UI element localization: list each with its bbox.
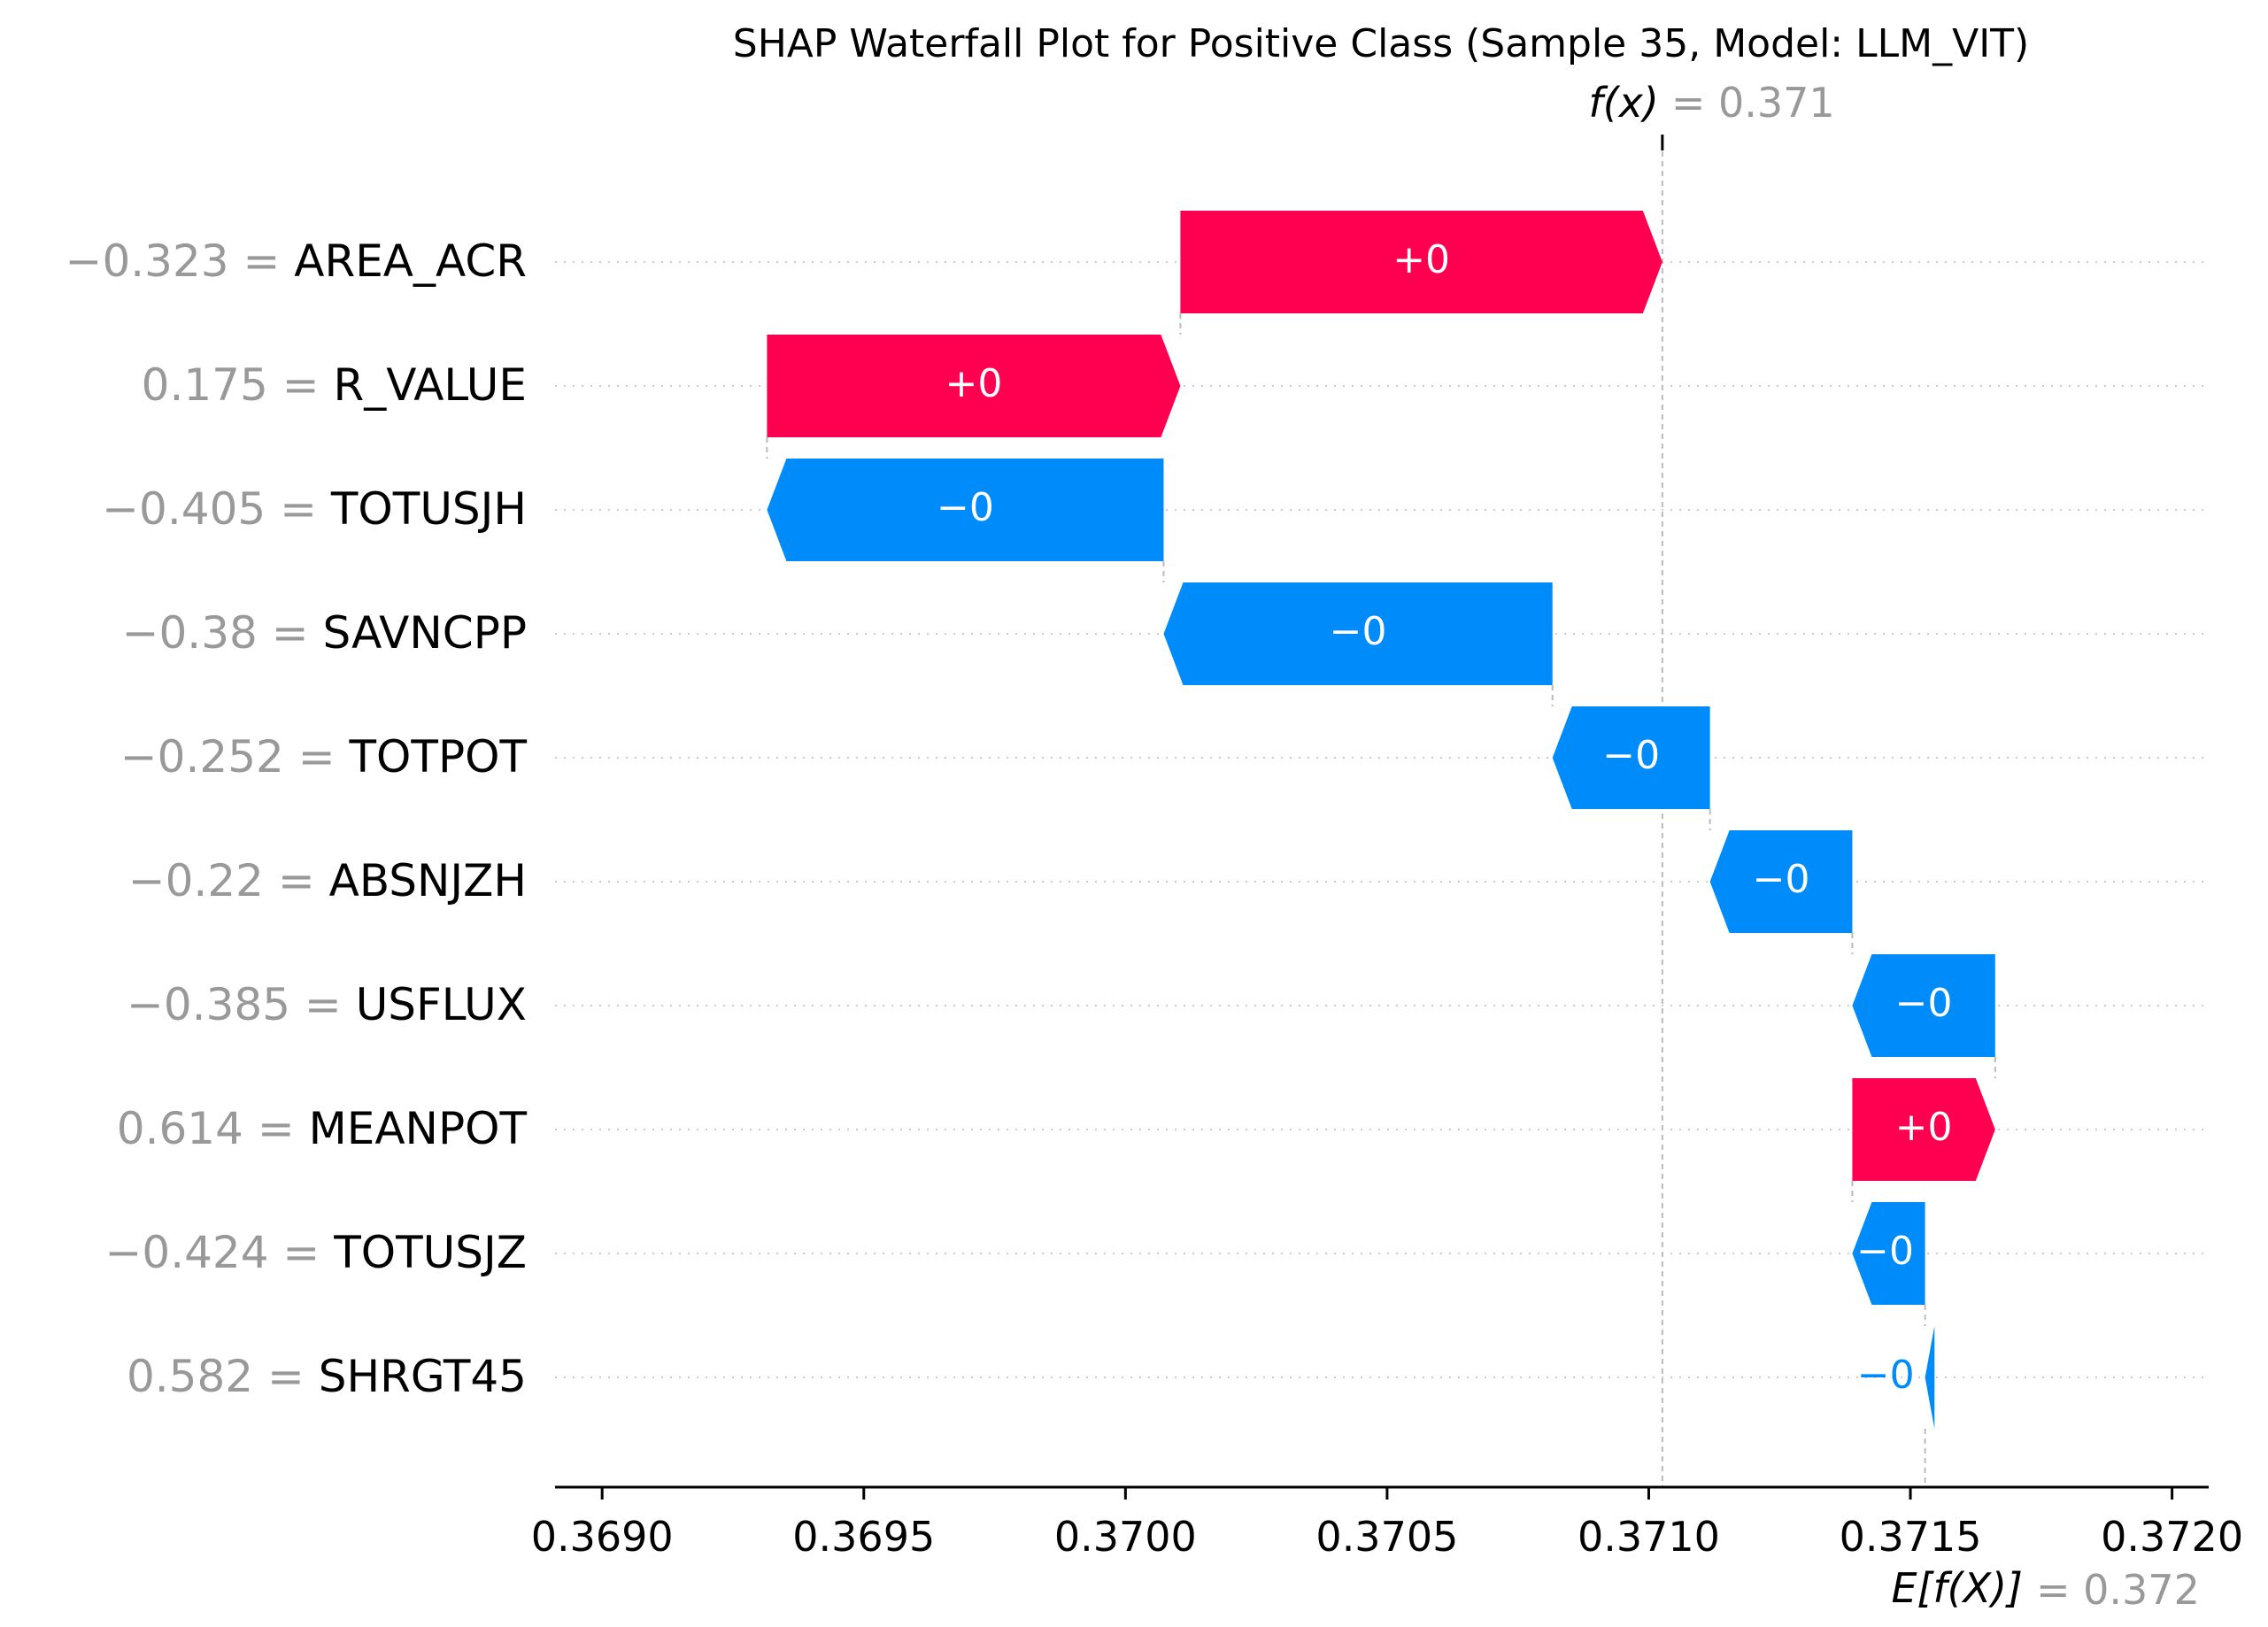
- feature-value: 0.614 =: [117, 1103, 309, 1154]
- feature-label: 0.175 = R_VALUE: [142, 359, 527, 411]
- bar-value-label: −0: [1602, 733, 1660, 778]
- shap-bar: [767, 459, 1164, 561]
- feature-label: −0.385 = USFLUX: [127, 979, 527, 1030]
- shap-bar: [1709, 830, 1853, 933]
- x-tick-label: 0.3715: [1840, 1513, 1982, 1561]
- x-tick-label: 0.3700: [1054, 1513, 1197, 1561]
- feature-value: −0.252 =: [120, 731, 350, 783]
- shap-bar: [1852, 1202, 1925, 1305]
- fx-value: = 0.371: [1671, 79, 1835, 127]
- connector-lines: [766, 313, 1996, 1326]
- feature-label: 0.614 = MEANPOT: [117, 1103, 528, 1154]
- feature-name: TOTUSJH: [330, 483, 527, 535]
- x-axis: 0.3690 0.3695 0.3700 0.3705 0.3710 0.3715 0.37…: [531, 1485, 2243, 1561]
- feature-name: R_VALUE: [333, 359, 527, 411]
- feature-name: ABSNJZH: [329, 855, 527, 906]
- x-tick-label: 0.3720: [2101, 1513, 2243, 1561]
- fx-label: f(x): [1589, 79, 1659, 127]
- bars: +0 +0 −0 −0 −0 −0 −0 +0 −0 −0: [767, 211, 1995, 1429]
- efx-label: E[f(X)]: [1891, 1564, 2023, 1612]
- bar-value-label: −0: [1753, 857, 1810, 902]
- bar-value-label: +0: [945, 361, 1002, 406]
- feature-name: TOTPOT: [349, 731, 528, 783]
- bar-value-label: −0: [1895, 981, 1953, 1026]
- feature-value: −0.405 =: [102, 483, 331, 535]
- shap-bar: [1852, 954, 1995, 1057]
- reference-lines: [1661, 135, 1926, 1487]
- shap-bar: [1180, 211, 1662, 313]
- feature-label: −0.252 = TOTPOT: [120, 731, 528, 783]
- feature-label: −0.38 = SAVNCPP: [122, 607, 527, 659]
- feature-value: 0.582 =: [127, 1351, 319, 1402]
- x-tick-label: 0.3705: [1315, 1513, 1458, 1561]
- efx-label-group: E[f(X)] = 0.372: [1891, 1564, 2199, 1614]
- shap-bar: [1552, 706, 1710, 809]
- fx-label-group: f(x) = 0.371: [1589, 79, 1835, 127]
- shap-bar: [1852, 1078, 1995, 1181]
- shap-bar: [1925, 1326, 1935, 1429]
- bar-value-label: +0: [1392, 237, 1450, 282]
- shap-bar: [767, 335, 1181, 437]
- feature-label: −0.424 = TOTUSJZ: [105, 1227, 528, 1278]
- feature-value: 0.175 =: [142, 359, 334, 411]
- feature-name: MEANPOT: [309, 1103, 528, 1154]
- feature-value: −0.38 =: [122, 607, 323, 659]
- feature-name: SHRGT45: [319, 1351, 527, 1402]
- chart-title: SHAP Waterfall Plot for Positive Class (…: [733, 21, 2029, 66]
- feature-name: SAVNCPP: [323, 607, 528, 659]
- feature-value: −0.22 =: [128, 855, 329, 906]
- x-tick-label: 0.3690: [531, 1513, 674, 1561]
- bar-value-label: −0: [1330, 609, 1387, 654]
- bar-value-label: −0: [937, 485, 994, 530]
- feature-name: TOTUSJZ: [333, 1227, 527, 1278]
- efx-value: = 0.372: [2036, 1566, 2200, 1614]
- bar-value-label: −0: [1857, 1353, 1915, 1398]
- x-tick-label: 0.3710: [1578, 1513, 1720, 1561]
- feature-label: 0.582 = SHRGT45: [127, 1351, 527, 1402]
- feature-label: −0.22 = ABSNJZH: [128, 855, 527, 906]
- feature-name: USFLUX: [356, 979, 527, 1030]
- feature-value: −0.385 =: [127, 979, 356, 1030]
- x-tick-label: 0.3695: [792, 1513, 935, 1561]
- bar-value-label: −0: [1856, 1229, 1914, 1274]
- feature-value: −0.323 =: [66, 235, 295, 287]
- feature-label: −0.405 = TOTUSJH: [102, 483, 527, 535]
- feature-label: −0.323 = AREA_ACR: [66, 235, 527, 287]
- bar-value-label: +0: [1895, 1105, 1953, 1150]
- shap-bar: [1163, 582, 1553, 685]
- feature-labels: −0.323 = AREA_ACR 0.175 = R_VALUE −0.405 =…: [66, 235, 528, 1402]
- feature-name: AREA_ACR: [294, 235, 527, 287]
- feature-value: −0.424 =: [105, 1227, 335, 1278]
